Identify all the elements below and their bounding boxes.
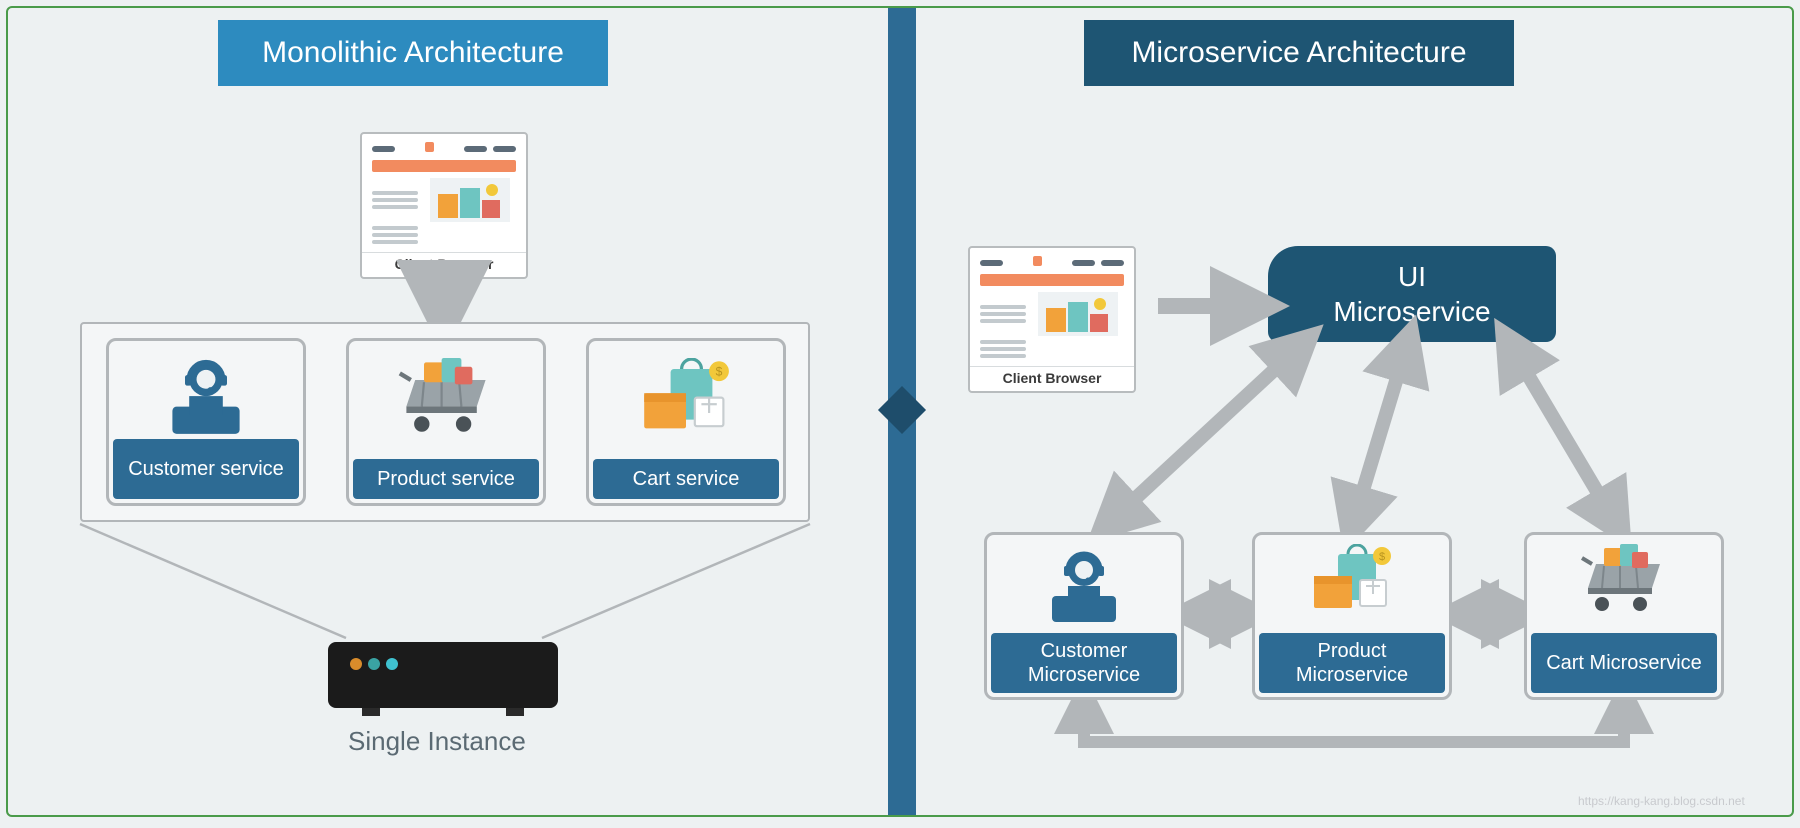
watermark-text: https://kang-kang.blog.csdn.net <box>1578 794 1745 808</box>
microservice-label: Product Microservice <box>1261 639 1443 687</box>
microservice-label: Cart Microservice <box>1546 651 1702 675</box>
cart-icon <box>1572 544 1676 624</box>
microservice-label: Customer Microservice <box>993 639 1175 687</box>
svg-text:$: $ <box>1379 551 1385 563</box>
microservice-card-cart: Cart Microservice <box>1524 532 1724 700</box>
microservice-card-product: $ Product Microservice <box>1252 532 1452 700</box>
microservice-card-customer: Customer Microservice <box>984 532 1184 700</box>
headset-icon <box>1032 544 1136 624</box>
shopping-bags-icon: $ <box>1300 544 1404 624</box>
diagram-canvas: Monolithic Architecture <box>6 6 1794 817</box>
